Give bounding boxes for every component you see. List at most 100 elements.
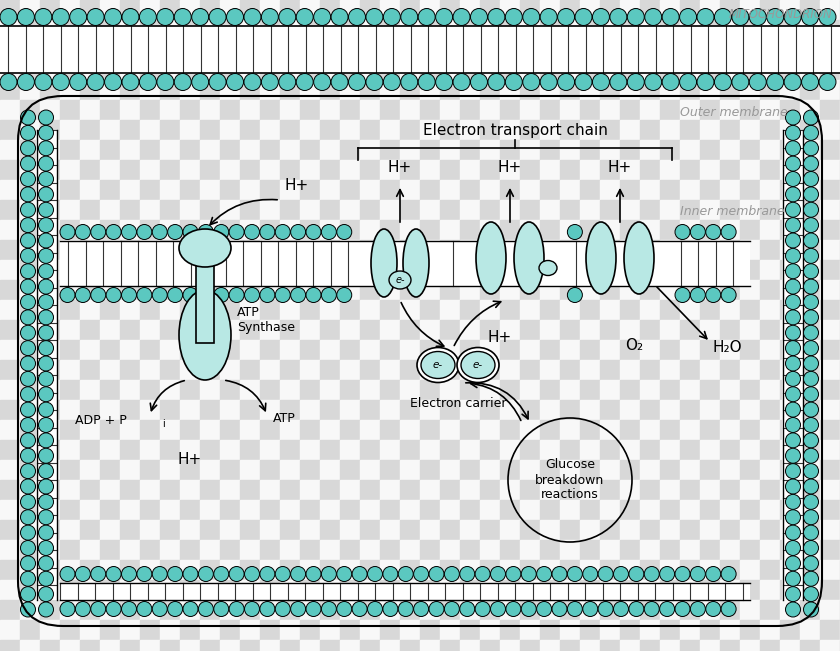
Bar <box>800 220 820 240</box>
Bar <box>100 260 120 280</box>
Bar <box>320 260 340 280</box>
Bar <box>140 400 160 420</box>
Circle shape <box>76 225 91 240</box>
Bar <box>680 100 700 120</box>
Bar <box>580 80 600 100</box>
Circle shape <box>785 602 801 617</box>
Bar <box>600 480 620 500</box>
Circle shape <box>804 371 818 387</box>
Bar <box>260 160 280 180</box>
Bar <box>420 440 440 460</box>
Bar <box>200 640 220 651</box>
Bar <box>200 180 220 200</box>
Bar <box>820 100 840 120</box>
Bar <box>760 80 780 100</box>
Circle shape <box>804 464 818 478</box>
Bar <box>60 460 80 480</box>
Circle shape <box>70 74 87 90</box>
Bar <box>280 20 300 40</box>
Bar <box>60 420 80 440</box>
Circle shape <box>152 602 167 616</box>
Bar <box>580 620 600 640</box>
Bar <box>680 200 700 220</box>
Circle shape <box>804 233 818 248</box>
Bar <box>320 580 340 600</box>
Circle shape <box>198 566 213 581</box>
Circle shape <box>137 288 152 303</box>
Bar <box>120 580 140 600</box>
Bar <box>340 440 360 460</box>
Bar <box>340 40 360 60</box>
Bar <box>440 320 460 340</box>
Bar <box>420 340 440 360</box>
Bar <box>180 420 200 440</box>
Bar <box>280 300 300 320</box>
Bar <box>440 180 460 200</box>
Circle shape <box>804 479 818 494</box>
Bar <box>120 220 140 240</box>
Bar <box>300 620 320 640</box>
Bar <box>80 60 100 80</box>
Bar <box>340 580 360 600</box>
Bar <box>300 340 320 360</box>
Bar <box>600 320 620 340</box>
Bar <box>360 640 380 651</box>
Circle shape <box>91 566 106 581</box>
Circle shape <box>137 566 152 581</box>
Bar <box>180 0 200 20</box>
Bar <box>200 300 220 320</box>
Bar <box>580 40 600 60</box>
Bar <box>120 480 140 500</box>
Bar <box>260 300 280 320</box>
Bar <box>300 400 320 420</box>
Circle shape <box>20 494 35 509</box>
Bar <box>360 500 380 520</box>
Bar <box>140 300 160 320</box>
Circle shape <box>662 74 680 90</box>
Bar <box>120 620 140 640</box>
Circle shape <box>122 602 136 616</box>
Circle shape <box>76 602 91 616</box>
Bar <box>460 580 480 600</box>
Bar <box>560 380 580 400</box>
Bar <box>740 220 760 240</box>
Bar <box>400 640 420 651</box>
Bar <box>40 160 60 180</box>
Text: i: i <box>162 419 165 429</box>
Bar <box>160 120 180 140</box>
Bar <box>680 240 700 260</box>
Bar <box>160 540 180 560</box>
Bar <box>20 80 40 100</box>
Bar <box>620 620 640 640</box>
Bar <box>500 420 520 440</box>
Bar <box>340 380 360 400</box>
Bar <box>800 180 820 200</box>
Bar <box>240 360 260 380</box>
Bar <box>280 220 300 240</box>
Bar <box>400 320 420 340</box>
Bar <box>440 520 460 540</box>
Bar <box>760 520 780 540</box>
Bar <box>240 120 260 140</box>
Bar <box>0 100 20 120</box>
Bar <box>120 640 140 651</box>
Bar <box>260 180 280 200</box>
Bar <box>440 360 460 380</box>
Bar <box>360 60 380 80</box>
Bar <box>600 340 620 360</box>
Bar <box>280 120 300 140</box>
Bar <box>240 400 260 420</box>
Bar <box>300 480 320 500</box>
Bar <box>300 360 320 380</box>
Bar <box>380 600 400 620</box>
Bar <box>60 580 80 600</box>
Bar <box>60 640 80 651</box>
Bar <box>700 520 720 540</box>
Bar <box>660 60 680 80</box>
Bar <box>740 20 760 40</box>
Bar <box>780 440 800 460</box>
Bar <box>560 260 580 280</box>
Bar <box>440 400 460 420</box>
Bar <box>120 400 140 420</box>
Circle shape <box>592 74 610 90</box>
